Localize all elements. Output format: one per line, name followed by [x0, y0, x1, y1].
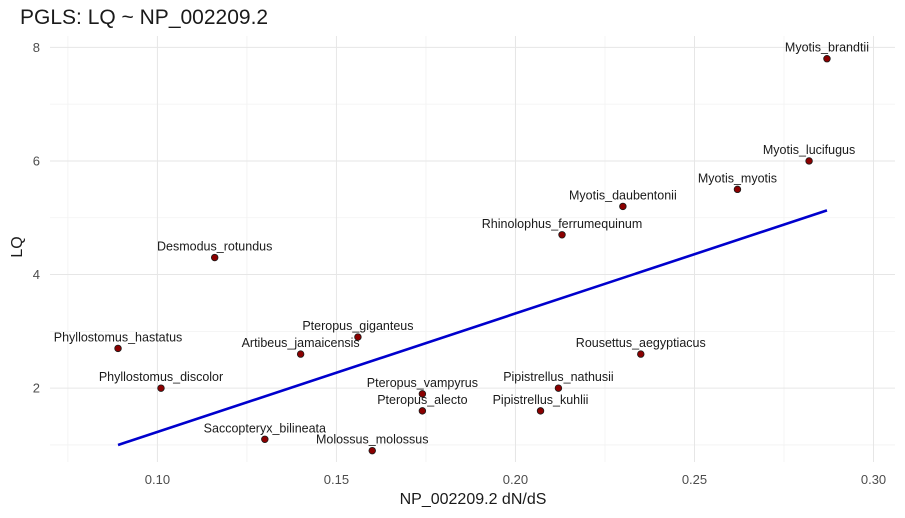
grid [50, 36, 895, 462]
point-label: Molossus_molossus [316, 433, 429, 447]
x-tick-label: 0.25 [682, 472, 707, 487]
x-tick-label: 0.30 [861, 472, 886, 487]
point-label: Myotis_brandtii [785, 41, 869, 55]
point-label: Rhinolophus_ferrumequinum [482, 217, 643, 231]
y-tick-label: 6 [33, 153, 40, 168]
point-label: Pteropus_giganteus [302, 319, 413, 333]
data-point [296, 350, 305, 358]
point-label: Pipistrellus_kuhlii [493, 393, 589, 407]
points-layer [114, 55, 831, 455]
regression-line [117, 209, 828, 447]
point-label: Rousettus_aegyptiacus [576, 336, 706, 350]
data-point [418, 390, 427, 398]
data-point [354, 333, 362, 341]
data-point [805, 157, 813, 165]
point-label: Myotis_daubentonii [569, 188, 677, 202]
data-point [418, 407, 427, 415]
point-label: Pteropus_vampyrus [367, 376, 478, 390]
data-point [114, 344, 122, 353]
point-label: Phyllostomus_discolor [99, 370, 223, 384]
data-point [619, 202, 627, 211]
data-point [558, 231, 566, 239]
point-label: Pipistrellus_nathusii [503, 370, 613, 384]
point-label: Myotis_lucifugus [763, 143, 855, 157]
data-point [823, 55, 831, 63]
y-tick-label: 2 [33, 381, 40, 396]
point-label: Saccopteryx_bilineata [204, 421, 326, 435]
axes: NP_002209.2 dN/dS LQ 0.10 0.15 0.20 0.25 0.3… [9, 40, 886, 508]
data-point [157, 384, 165, 392]
point-label: Artibeus_jamaicensis [242, 336, 360, 350]
data-point [733, 185, 742, 194]
data-point [637, 350, 645, 358]
data-point [536, 407, 545, 415]
x-axis-title: NP_002209.2 dN/dS [400, 491, 547, 508]
chart-title: PGLS: LQ ~ NP_002209.2 [20, 6, 269, 29]
x-tick-label: 0.10 [145, 472, 170, 487]
data-point [211, 253, 219, 262]
point-label: Desmodus_rotundus [157, 240, 272, 254]
x-tick-label: 0.15 [324, 472, 349, 487]
y-tick-label: 4 [33, 267, 40, 282]
point-labels-layer: Myotis_brandtii Myotis_lucifugus Myotis_my… [54, 41, 869, 447]
data-point [261, 435, 269, 443]
y-tick-label: 8 [33, 40, 40, 55]
point-label: Myotis_myotis [698, 171, 777, 185]
y-axis-title: LQ [9, 236, 26, 257]
point-label: Phyllostomus_hastatus [54, 330, 183, 344]
x-tick-label: 0.20 [503, 472, 528, 487]
fit-line-layer [117, 209, 828, 447]
point-label: Pteropus_alecto [377, 393, 467, 407]
data-point [554, 384, 563, 392]
data-point [368, 446, 376, 455]
